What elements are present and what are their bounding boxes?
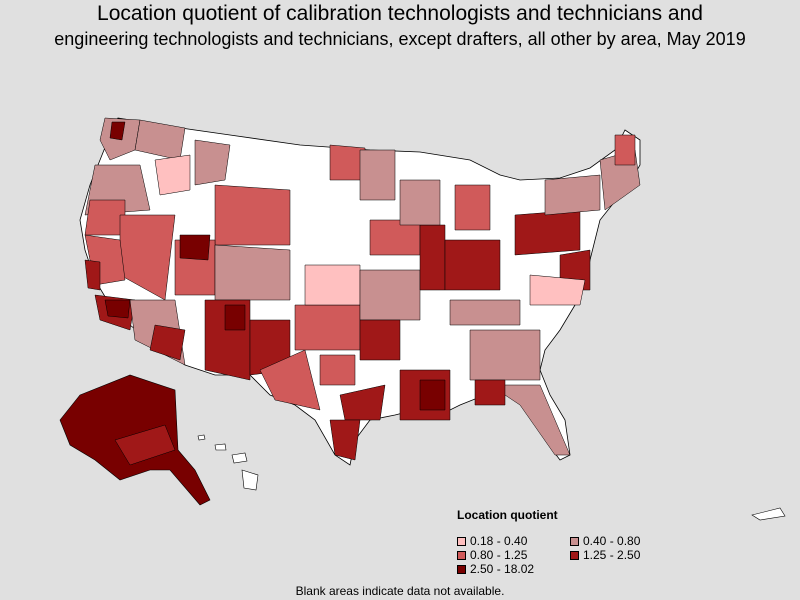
region-hawaii <box>197 434 259 491</box>
legend-label-1: 0.18 - 0.40 <box>470 534 528 548</box>
legend-item-3: 0.80 - 1.25 <box>457 548 527 562</box>
region-puerto-rico <box>751 507 786 521</box>
legend-swatch-4 <box>570 550 579 560</box>
legend-label-5: 2.50 - 18.02 <box>470 562 535 576</box>
legend-item-5: 2.50 - 18.02 <box>457 562 534 576</box>
legend-swatch-5 <box>457 564 466 574</box>
map-legend: Location quotient 0.18 - 0.40 0.40 - 0.8… <box>457 508 707 578</box>
legend-item-2: 0.40 - 0.80 <box>570 534 640 548</box>
footnote: Blank areas indicate data not available. <box>295 584 505 598</box>
region-maine <box>614 134 636 166</box>
legend-label-4: 1.25 - 2.50 <box>583 548 641 562</box>
region-arkansas <box>359 319 401 361</box>
legend-swatch-3 <box>457 550 466 560</box>
region-idaho-north <box>154 154 191 196</box>
region-seattle <box>109 121 126 141</box>
region-florida <box>489 384 571 456</box>
map-subtitle: engineering technologists and technician… <box>54 29 746 49</box>
region-pennsylvania <box>514 209 581 256</box>
region-oregon-south <box>84 199 126 236</box>
region-new-york <box>544 174 601 216</box>
region-missouri <box>359 269 421 321</box>
legend-label-2: 0.40 - 0.80 <box>583 534 641 548</box>
region-wisconsin <box>399 179 441 226</box>
region-bay-area <box>84 259 101 291</box>
region-west-texas <box>259 349 321 411</box>
region-dallas <box>319 354 356 386</box>
legend-label-3: 0.80 - 1.25 <box>470 548 528 562</box>
legend-swatch-1 <box>457 536 466 546</box>
legend-title: Location quotient <box>457 508 558 522</box>
legend-item-4: 1.25 - 2.50 <box>570 548 640 562</box>
region-baton-rouge <box>419 379 446 411</box>
region-indiana-ohio <box>444 239 501 291</box>
legend-item-1: 0.18 - 0.40 <box>457 534 527 548</box>
region-houston <box>339 384 386 421</box>
region-virginia <box>529 274 586 306</box>
region-colorado <box>214 244 291 301</box>
region-albuquerque <box>224 304 246 331</box>
region-alabama-georgia <box>469 329 541 381</box>
region-salt-lake <box>179 234 211 261</box>
legend-swatch-2 <box>570 536 579 546</box>
region-phoenix <box>149 324 186 361</box>
map-title: Location quotient of calibration technol… <box>97 2 703 25</box>
region-mobile <box>474 379 506 406</box>
region-illinois <box>419 224 446 291</box>
region-texas-coast <box>329 419 361 461</box>
region-tennessee <box>449 299 521 326</box>
region-kansas <box>304 264 361 306</box>
region-wyoming <box>214 184 291 246</box>
region-la <box>104 299 131 319</box>
region-minnesota <box>359 149 396 201</box>
region-oklahoma <box>294 304 361 351</box>
region-michigan <box>454 184 491 231</box>
region-alaska-southwest <box>114 424 176 466</box>
region-montana-west <box>194 139 231 186</box>
map-regions <box>84 117 641 461</box>
